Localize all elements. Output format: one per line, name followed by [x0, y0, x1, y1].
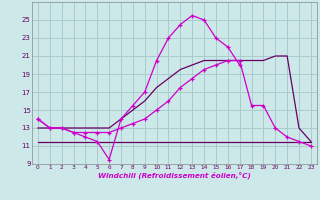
X-axis label: Windchill (Refroidissement éolien,°C): Windchill (Refroidissement éolien,°C)	[98, 172, 251, 179]
